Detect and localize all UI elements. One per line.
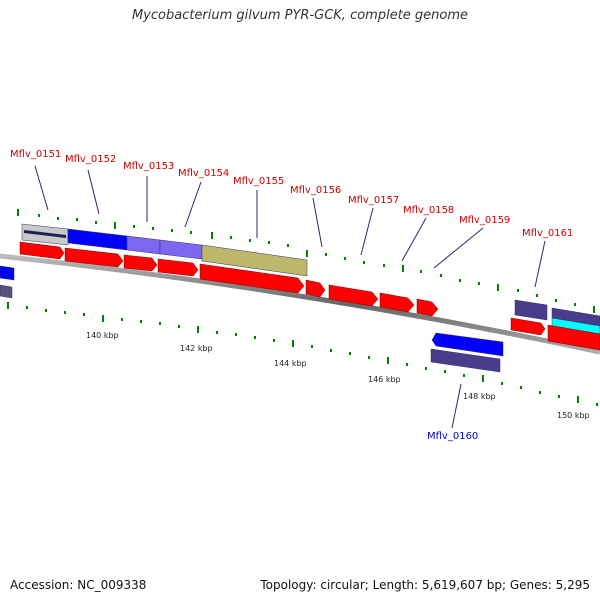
- gene-label-mflv-0156[interactable]: Mflv_0156: [290, 185, 341, 196]
- scale-label-142: 142 kbp: [180, 344, 213, 353]
- cog-block-slate-inner: [24, 230, 66, 238]
- gene-label-mflv-0158[interactable]: Mflv_0158: [403, 205, 454, 216]
- gene-label-mflv-0161[interactable]: Mflv_0161: [522, 228, 573, 239]
- genome-title: Mycobacterium gilvum PYR-GCK, complete g…: [131, 8, 469, 23]
- gene-label-mflv-0152[interactable]: Mflv_0152: [65, 154, 116, 165]
- gene-label-mflv-0160[interactable]: Mflv_0160: [427, 431, 478, 442]
- scale-label-148: 148 kbp: [463, 392, 496, 401]
- gene-labels: Mflv_0151 Mflv_0152 Mflv_0153 Mflv_0154 …: [10, 149, 573, 442]
- scale-label-140: 140 kbp: [86, 331, 119, 340]
- gene-arrow-0152: [64, 247, 124, 268]
- scale-labels: 140 kbp 142 kbp 144 kbp 146 kbp 148 kbp …: [86, 331, 590, 420]
- cog-block-left-blue: [0, 265, 15, 281]
- gene-arrow-0157: [328, 284, 379, 307]
- gene-label-mflv-0151[interactable]: Mflv_0151: [10, 149, 61, 160]
- cog-block-slate-160: [430, 348, 501, 373]
- outer-tick-track: [17, 209, 595, 313]
- gene-label-mflv-0159[interactable]: Mflv_0159: [459, 215, 510, 226]
- cog-block-slate-right-1: [514, 299, 548, 321]
- leader-lines: [34, 165, 546, 429]
- accession-text: Accession: NC_009338: [10, 578, 147, 592]
- gene-label-mflv-0157[interactable]: Mflv_0157: [348, 195, 399, 206]
- cog-block-blue: [67, 228, 128, 251]
- cog-track: [0, 223, 600, 373]
- cog-block-left-slate: [0, 284, 13, 299]
- gene-track: [19, 241, 600, 351]
- gene-label-mflv-0154[interactable]: Mflv_0154: [178, 168, 229, 179]
- cog-block-cyan: [551, 317, 600, 335]
- gene-arrow-0158: [379, 292, 415, 313]
- genome-backbone: [0, 253, 600, 355]
- genome-summary-text: Topology: circular; Length: 5,619,607 bp…: [260, 578, 590, 592]
- gene-arrow-0162: [547, 324, 600, 351]
- scale-label-150: 150 kbp: [557, 411, 590, 420]
- gene-label-mflv-0155[interactable]: Mflv_0155: [233, 176, 284, 187]
- gene-arrow-0151: [19, 241, 65, 260]
- gene-arrow-0154: [157, 258, 199, 277]
- gene-arrow-0161: [510, 317, 546, 336]
- scale-label-144: 144 kbp: [274, 359, 307, 368]
- gene-arrow-0153: [123, 254, 158, 272]
- cog-block-khaki: [201, 244, 308, 277]
- scale-label-146: 146 kbp: [368, 375, 401, 384]
- cog-block-blue-160: [431, 332, 504, 357]
- cog-block-lavender-1: [126, 235, 161, 255]
- gene-arrow-0159: [416, 298, 439, 317]
- gene-arrow-0155: [199, 263, 305, 294]
- cog-block-lavender-2: [159, 239, 203, 260]
- gene-arrow-0156: [305, 279, 326, 298]
- cog-block-slate-right-2: [551, 307, 600, 327]
- gene-label-mflv-0153[interactable]: Mflv_0153: [123, 161, 174, 172]
- scale-tick-track: [7, 302, 598, 406]
